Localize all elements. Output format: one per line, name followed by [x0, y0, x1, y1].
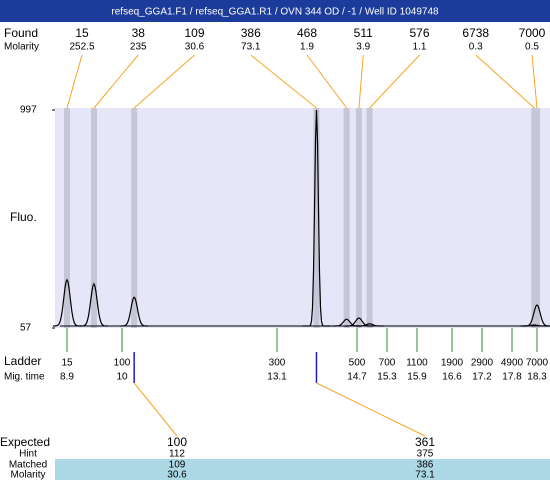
found-molarity: 73.1: [241, 42, 261, 53]
peak-band: [534, 108, 540, 328]
peak-trace: [53, 278, 81, 327]
found-connector: [250, 54, 317, 109]
ladder-size: 15: [61, 358, 73, 369]
found-size: 7000: [519, 26, 546, 40]
found-size: 576: [409, 26, 429, 40]
matched-molarity-label: Molarity: [10, 470, 45, 480]
ladder-size: 500: [349, 358, 366, 369]
found-molarity: 0.5: [525, 42, 539, 53]
found-connector: [66, 54, 83, 109]
found-molarity: 30.6: [185, 42, 205, 53]
matched-band: [55, 459, 550, 480]
ladder-time: 8.9: [60, 372, 74, 383]
ladder-size: 100: [114, 358, 131, 369]
matched-molarity: 30.6: [167, 470, 187, 480]
found-size: 15: [75, 26, 89, 40]
ladder-time: 17.8: [502, 372, 522, 383]
found-label: Found: [4, 26, 38, 40]
matched-connector: [133, 382, 178, 437]
ladder-size: 1100: [406, 358, 428, 369]
peak-band: [131, 108, 138, 328]
found-molarity: 1.1: [413, 42, 427, 53]
peak-trace: [523, 304, 550, 327]
y-tick-label: 57: [20, 323, 32, 334]
ladder-time: 16.6: [442, 372, 462, 383]
ladder-time: 15.9: [407, 372, 427, 383]
found-molarity: 252.5: [69, 42, 94, 53]
ladder-time: 10: [116, 372, 128, 383]
ladder-label: Ladder: [4, 354, 41, 368]
peak-band: [313, 108, 320, 328]
found-size: 468: [297, 26, 317, 40]
found-size: 6738: [462, 26, 489, 40]
found-connector: [133, 54, 195, 109]
matched-molarity: 73.1: [415, 470, 435, 480]
ladder-size: 2900: [471, 358, 494, 369]
ladder-size: 700: [379, 358, 396, 369]
peak-trace: [79, 282, 108, 327]
matched-label: Matched: [9, 460, 47, 471]
peak-band: [90, 108, 97, 328]
peak-band: [343, 108, 350, 328]
ladder-time: 18.3: [527, 372, 547, 383]
title-bar: [0, 0, 550, 22]
found-connector: [306, 54, 348, 109]
y-tick-label: 997: [20, 105, 37, 116]
found-size: 109: [184, 26, 204, 40]
ladder-time: 15.3: [377, 372, 397, 383]
expected-label: Expected: [0, 435, 50, 449]
ladder-time: 17.2: [472, 372, 492, 383]
peak-trace: [344, 317, 373, 327]
hint-value: 112: [169, 449, 185, 460]
found-size: 511: [354, 26, 373, 40]
expected-value: 100: [167, 435, 187, 449]
hint-label: Hint: [19, 449, 37, 460]
found-connector: [475, 54, 535, 109]
hint-value: 375: [417, 449, 434, 460]
peak-band: [355, 108, 362, 328]
peak-trace: [302, 109, 331, 327]
peak-band: [64, 108, 70, 328]
matched-connector: [316, 382, 426, 437]
chart-title: refseq_GGA1.F1 / refseq_GGA1.R1 / OVN 34…: [111, 7, 439, 18]
expected-value: 361: [415, 435, 435, 449]
found-size: 38: [132, 26, 146, 40]
found-connector: [369, 54, 420, 109]
matched-value: 109: [169, 460, 186, 471]
matched-value: 386: [417, 460, 434, 471]
found-molarity: 3.9: [356, 42, 370, 53]
ladder-time: 14.7: [347, 372, 367, 383]
ladder-size: 4900: [501, 358, 524, 369]
found-molarity: 0.3: [469, 42, 483, 53]
found-connector: [531, 54, 538, 109]
found-connector: [93, 54, 139, 109]
peak-band: [366, 108, 373, 328]
ladder-size: 1900: [441, 358, 464, 369]
peak-trace: [120, 296, 149, 327]
found-molarity: 235: [130, 42, 147, 53]
ladder-size: 300: [269, 358, 286, 369]
peak-trace: [355, 323, 384, 327]
mig-time-label: Mig. time: [4, 372, 45, 383]
found-connector: [358, 54, 364, 109]
y-axis-label: Fluo.: [10, 210, 37, 224]
found-size: 386: [241, 26, 261, 40]
plot-area: [55, 108, 550, 328]
molarity-label: Molarity: [4, 42, 39, 53]
found-molarity: 1.9: [300, 42, 314, 53]
ladder-time: 13.1: [267, 372, 287, 383]
ladder-size: 7000: [526, 358, 549, 369]
